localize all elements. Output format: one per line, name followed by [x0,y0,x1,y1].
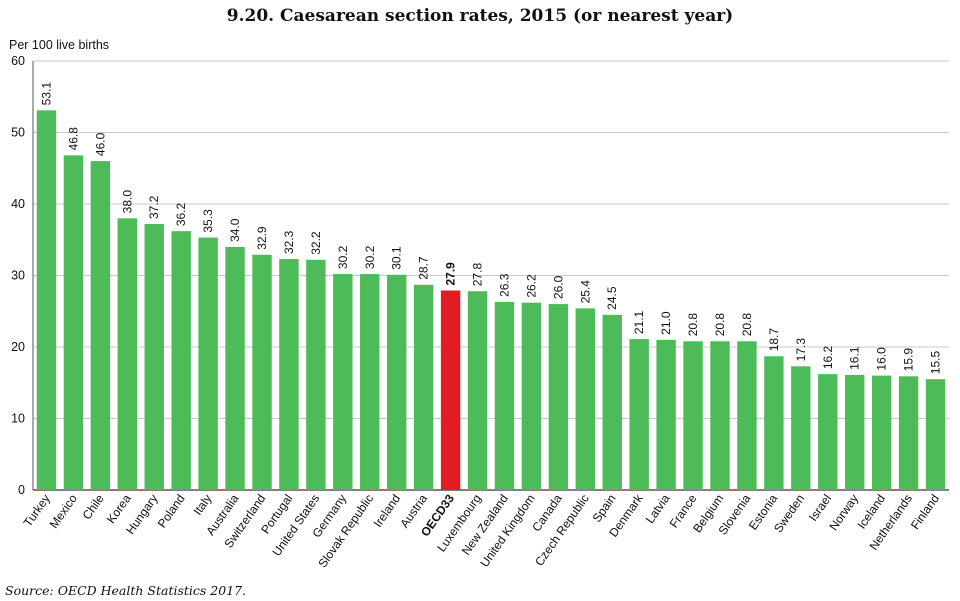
y-tick-label: 20 [11,340,25,354]
value-label: 25.4 [578,280,592,304]
y-tick-label: 10 [11,412,25,426]
bar [144,224,164,490]
bar [683,341,703,490]
value-label: 16.0 [875,347,889,371]
category-label: Italy [190,492,214,518]
y-tick-label: 60 [11,54,25,68]
bar [467,291,488,490]
category-label: Chile [80,491,107,522]
value-label: 38.0 [120,190,134,214]
value-label: 16.1 [848,346,862,370]
bar [387,274,407,490]
value-label: 18.7 [767,328,781,352]
bar [360,274,380,490]
value-label: 28.7 [417,256,431,280]
bar [63,155,84,490]
value-label: 35.3 [201,209,215,233]
value-label: 27.9 [444,262,458,286]
bar [279,259,299,490]
bar [548,304,569,490]
category-label: Finland [908,492,942,532]
value-label: 17.3 [794,338,808,362]
value-label: 16.2 [821,345,835,369]
bar [333,274,353,490]
bar [629,339,649,490]
bar [575,308,595,490]
value-label: 30.2 [363,245,377,269]
bar [925,379,946,490]
y-tick-label: 0 [18,483,25,497]
chart-title: 9.20. Caesarean section rates, 2015 (or … [226,6,734,26]
bar [225,246,245,490]
value-label: 32.3 [282,230,296,254]
bar [898,376,919,490]
bar [764,356,784,490]
bar [306,259,326,490]
category-label: Mexico [47,491,80,530]
value-label: 30.2 [336,245,350,269]
bar [413,284,434,490]
bar [198,237,218,490]
value-label: 24.5 [605,286,619,310]
y-axis-unit-label: Per 100 live births [9,38,110,52]
bar [602,314,622,490]
value-label: 20.8 [713,313,727,337]
value-label: 34.0 [228,218,242,242]
value-label: 32.2 [309,231,323,255]
value-label: 26.2 [524,274,538,298]
y-tick-label: 30 [11,269,25,283]
bar [818,374,838,490]
value-label: 20.8 [686,313,700,337]
value-label: 53.1 [39,82,53,106]
value-label: 21.0 [659,311,673,335]
bar [494,301,515,490]
value-label: 37.2 [147,195,161,219]
value-label: 32.9 [255,226,269,250]
value-label: 21.1 [632,310,646,334]
value-label: 15.9 [902,348,916,372]
source-note: Source: OECD Health Statistics 2017. [5,583,247,598]
value-label: 36.2 [174,202,188,226]
category-label: Poland [155,492,188,531]
bar [656,339,676,490]
value-label: 46.8 [66,127,80,151]
bar [710,341,730,490]
value-label: 27.8 [471,263,485,287]
bar [845,374,865,490]
y-tick-label: 50 [11,126,25,140]
bar [252,254,272,490]
bar [521,302,542,490]
bar [117,218,137,491]
value-label: 26.3 [497,273,511,297]
bar [871,375,892,490]
bar [36,110,57,491]
value-label: 20.8 [740,313,754,337]
value-label: 26.0 [551,275,565,299]
bar [440,290,461,490]
bar [90,161,111,490]
bar [737,341,757,490]
value-label: 30.1 [390,246,404,270]
bar [791,366,811,490]
bar [171,231,191,491]
y-tick-label: 40 [11,197,25,211]
value-label: 15.5 [929,350,943,374]
value-label: 46.0 [93,132,107,156]
